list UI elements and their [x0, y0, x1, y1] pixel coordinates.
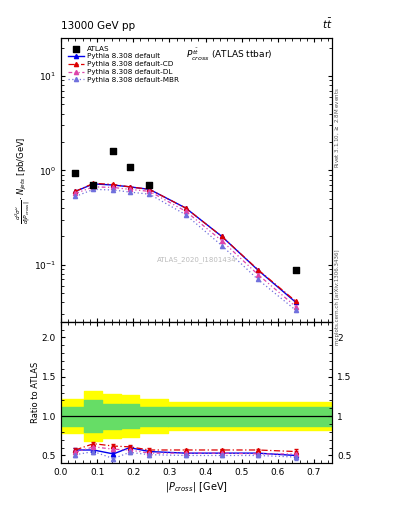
Pythia 8.308 default-CD	[73, 188, 78, 195]
Pythia 8.308 default-DL	[127, 186, 132, 193]
ATLAS	[146, 181, 152, 189]
Text: Rivet 3.1.10, $\geq$ 2.8M events: Rivet 3.1.10, $\geq$ 2.8M events	[333, 88, 341, 168]
Pythia 8.308 default-CD	[127, 184, 132, 190]
Legend: ATLAS, Pythia 8.308 default, Pythia 8.308 default-CD, Pythia 8.308 default-DL, P: ATLAS, Pythia 8.308 default, Pythia 8.30…	[66, 44, 180, 84]
Y-axis label: Ratio to ATLAS: Ratio to ATLAS	[31, 362, 40, 423]
Pythia 8.308 default-DL	[111, 184, 116, 190]
Text: 13000 GeV pp: 13000 GeV pp	[61, 22, 135, 31]
Pythia 8.308 default-MBR	[147, 191, 152, 197]
X-axis label: $|P_{cross}|$ [GeV]: $|P_{cross}|$ [GeV]	[165, 480, 228, 494]
Pythia 8.308 default-DL	[147, 188, 152, 195]
ATLAS	[127, 163, 133, 172]
Pythia 8.308 default	[255, 267, 260, 273]
Pythia 8.308 default	[91, 181, 96, 187]
Pythia 8.308 default	[73, 188, 78, 195]
Pythia 8.308 default	[183, 205, 188, 211]
Pythia 8.308 default-MBR	[73, 194, 78, 200]
Text: mcplots.cern.ch [arXiv:1306.3436]: mcplots.cern.ch [arXiv:1306.3436]	[335, 249, 340, 345]
Pythia 8.308 default-CD	[255, 267, 260, 273]
Pythia 8.308 default-CD	[183, 205, 188, 211]
Pythia 8.308 default-CD	[294, 298, 298, 305]
Pythia 8.308 default-DL	[183, 208, 188, 214]
Pythia 8.308 default	[111, 182, 116, 188]
Text: $t\bar{t}$: $t\bar{t}$	[321, 17, 332, 31]
Pythia 8.308 default-DL	[73, 190, 78, 197]
Line: Pythia 8.308 default-CD: Pythia 8.308 default-CD	[73, 181, 298, 304]
Line: Pythia 8.308 default-MBR: Pythia 8.308 default-MBR	[73, 187, 298, 312]
Pythia 8.308 default-DL	[219, 238, 224, 244]
Pythia 8.308 default-MBR	[219, 243, 224, 249]
Pythia 8.308 default-DL	[294, 304, 298, 310]
Pythia 8.308 default-MBR	[127, 189, 132, 195]
Text: ATLAS_2020_I1801434: ATLAS_2020_I1801434	[157, 256, 236, 263]
Line: Pythia 8.308 default: Pythia 8.308 default	[73, 182, 298, 305]
Pythia 8.308 default-DL	[91, 184, 96, 190]
Pythia 8.308 default-CD	[219, 233, 224, 240]
Line: Pythia 8.308 default-DL: Pythia 8.308 default-DL	[73, 185, 298, 309]
Y-axis label: $\frac{d^2\sigma^u}{d|P_{cross}|}\cdot N_{jets}$ [pb/GeV]: $\frac{d^2\sigma^u}{d|P_{cross}|}\cdot N…	[13, 136, 32, 224]
Pythia 8.308 default	[147, 186, 152, 193]
Pythia 8.308 default-MBR	[294, 307, 298, 313]
Pythia 8.308 default	[219, 233, 224, 240]
Pythia 8.308 default-MBR	[111, 187, 116, 193]
Pythia 8.308 default-MBR	[183, 211, 188, 218]
Pythia 8.308 default	[294, 300, 298, 306]
Pythia 8.308 default-CD	[111, 181, 116, 187]
Pythia 8.308 default-MBR	[255, 276, 260, 283]
Pythia 8.308 default-CD	[91, 180, 96, 186]
ATLAS	[110, 147, 116, 155]
ATLAS	[293, 266, 299, 274]
Pythia 8.308 default-DL	[255, 271, 260, 278]
Pythia 8.308 default	[127, 184, 132, 190]
Text: $P^{t\bar{t}}_{cross}$ (ATLAS ttbar): $P^{t\bar{t}}_{cross}$ (ATLAS ttbar)	[186, 47, 272, 63]
Pythia 8.308 default-MBR	[91, 186, 96, 193]
ATLAS	[90, 181, 97, 189]
ATLAS	[72, 169, 79, 178]
Pythia 8.308 default-CD	[147, 186, 152, 193]
